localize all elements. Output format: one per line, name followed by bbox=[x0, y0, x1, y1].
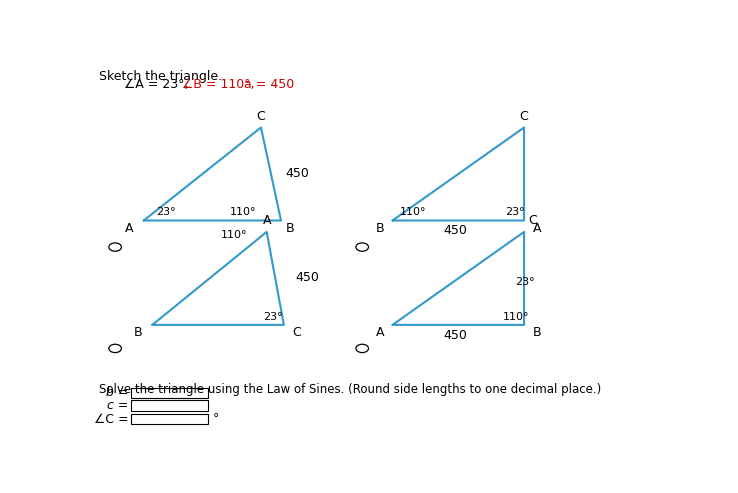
Bar bbox=[131, 387, 208, 398]
Text: Sketch the triangle.: Sketch the triangle. bbox=[99, 70, 222, 83]
Text: 110°: 110° bbox=[221, 230, 248, 240]
Text: C: C bbox=[292, 326, 301, 339]
Text: B: B bbox=[533, 326, 541, 339]
Text: 110°: 110° bbox=[230, 208, 256, 217]
Text: 23°: 23° bbox=[156, 208, 176, 217]
Text: A: A bbox=[376, 326, 384, 339]
Text: °: ° bbox=[213, 413, 218, 425]
Text: B: B bbox=[286, 222, 294, 235]
Text: B: B bbox=[376, 222, 384, 235]
Text: A: A bbox=[263, 214, 271, 227]
Text: 450: 450 bbox=[286, 167, 309, 179]
Text: 450: 450 bbox=[444, 224, 467, 237]
Text: C: C bbox=[257, 109, 266, 123]
Text: 110°: 110° bbox=[400, 208, 427, 217]
Text: 23°: 23° bbox=[263, 312, 283, 322]
Text: b =: b = bbox=[106, 387, 128, 399]
Text: ∠A = 23°,: ∠A = 23°, bbox=[124, 78, 188, 91]
Text: 450: 450 bbox=[444, 329, 467, 342]
Bar bbox=[131, 414, 208, 424]
Text: 450: 450 bbox=[295, 271, 319, 284]
Text: ∠C =: ∠C = bbox=[94, 413, 128, 425]
Text: C: C bbox=[528, 214, 537, 227]
Text: a = 450: a = 450 bbox=[236, 78, 294, 91]
Text: 23°: 23° bbox=[516, 277, 535, 287]
Text: 23°: 23° bbox=[506, 208, 525, 217]
Bar bbox=[131, 400, 208, 411]
Text: 110°: 110° bbox=[503, 312, 529, 322]
Text: A: A bbox=[533, 222, 541, 235]
Text: C: C bbox=[520, 109, 528, 123]
Text: Solve the triangle using the Law of Sines. (Round side lengths to one decimal pl: Solve the triangle using the Law of Sine… bbox=[99, 383, 601, 395]
Text: ∠B = 110°,: ∠B = 110°, bbox=[173, 78, 255, 91]
Text: B: B bbox=[134, 326, 142, 339]
Text: A: A bbox=[125, 222, 134, 235]
Text: c =: c = bbox=[107, 399, 128, 412]
